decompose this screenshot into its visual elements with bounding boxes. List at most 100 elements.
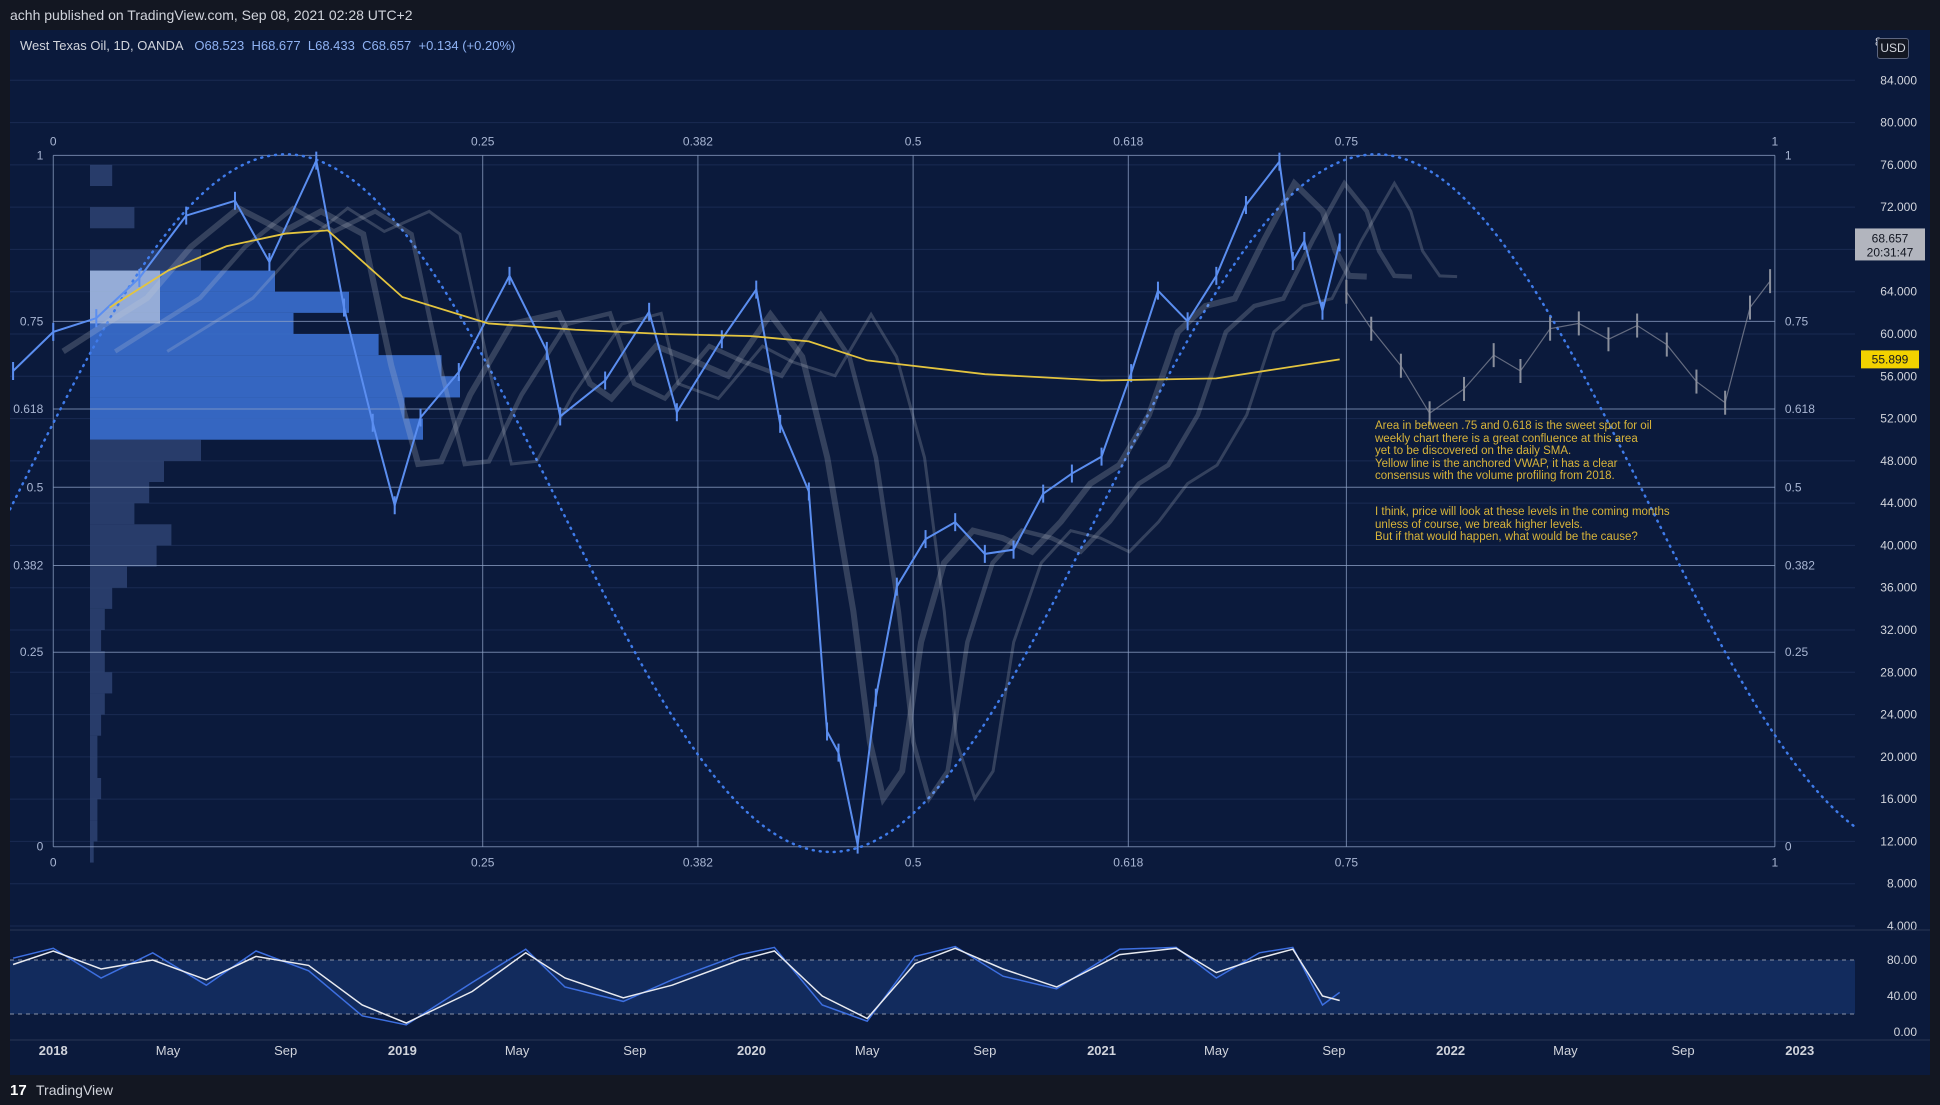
price-axis-tick: 52.000 <box>1880 412 1917 426</box>
time-axis-tick: 2021 <box>1087 1043 1116 1058</box>
fib-level-label-right: 0.5 <box>1785 480 1802 494</box>
fib-time-label-bottom: 0 <box>50 856 57 870</box>
fib-time-label-top: 0 <box>50 134 57 148</box>
stochastic-k-line <box>12 945 1341 1026</box>
volume-profile-bar <box>90 651 105 673</box>
symbol-name[interactable]: West Texas Oil, 1D, OANDA <box>20 38 184 53</box>
fib-time-label-top: 1 <box>1772 134 1779 148</box>
fib-time-label-bottom: 0.382 <box>683 856 713 870</box>
volume-profile-bar <box>90 714 102 736</box>
time-axis-tick: 2023 <box>1785 1043 1814 1058</box>
volume-profile-bar <box>90 608 105 630</box>
fib-time-label-top: 0.25 <box>471 134 495 148</box>
close-value: C68.657 <box>362 38 412 53</box>
brand-text[interactable]: TradingView <box>36 1082 114 1098</box>
countdown-label: 20:31:47 <box>1867 245 1914 259</box>
price-axis-tick: 48.000 <box>1880 454 1917 468</box>
time-axis-tick: Sep <box>274 1043 297 1058</box>
price-axis-tick: 4.000 <box>1887 919 1917 933</box>
price-axis-tick: 28.000 <box>1880 665 1917 679</box>
fib-time-label-top: 0.618 <box>1113 134 1143 148</box>
fib-level-label-right: 0.75 <box>1785 314 1809 328</box>
volume-profile-bar <box>90 207 135 229</box>
price-axis-tick: 72.000 <box>1880 200 1917 214</box>
fib-time-label-top: 0.382 <box>683 134 713 148</box>
high-value: H68.677 <box>251 38 301 53</box>
fib-time-label-top: 0.75 <box>1335 134 1359 148</box>
price-axis-tick: 84.000 <box>1880 73 1917 87</box>
price-axis-tick: 56.000 <box>1880 369 1917 383</box>
volume-profile-bar <box>90 503 135 525</box>
fib-level-label-left: 0.618 <box>13 402 43 416</box>
projection-line <box>1345 280 1771 415</box>
volume-profile-bar <box>90 841 94 863</box>
ma-ribbon <box>166 180 1458 803</box>
time-axis-tick: May <box>156 1043 181 1058</box>
volume-profile-bar <box>90 376 460 398</box>
price-axis-tick: 64.000 <box>1880 285 1917 299</box>
time-axis-tick: May <box>1204 1043 1229 1058</box>
time-axis-tick: Sep <box>1671 1043 1694 1058</box>
volume-profile-bar <box>90 334 379 356</box>
annotation-note-1: Area in between .75 and 0.618 is the swe… <box>1375 420 1652 483</box>
time-axis-tick: 2022 <box>1436 1043 1465 1058</box>
volume-profile-bar <box>90 418 423 440</box>
price-axis-tick: 32.000 <box>1880 623 1917 637</box>
fib-time-label-bottom: 0.5 <box>905 856 922 870</box>
chart-frame[interactable]: 1 1 0.75 0.75 0.618 0.618 0.5 0.5 0.382 0.382 0.25… <box>10 30 1930 1075</box>
publisher-bar: achh published on TradingView.com, Sep 0… <box>0 0 1940 30</box>
fib-level-label-right: 1 <box>1785 148 1792 162</box>
price-axis-background <box>1855 30 1930 1075</box>
volume-profile-bar <box>90 355 442 377</box>
volume-profile-bar <box>90 482 150 504</box>
time-axis-tick: May <box>855 1043 880 1058</box>
volume-profile-bar <box>90 439 201 461</box>
volume-profile-bar <box>90 164 113 186</box>
volume-profile-bar <box>90 524 172 546</box>
footer-bar: 17 TradingView <box>0 1075 1940 1105</box>
change-value: +0.134 (+0.20%) <box>418 38 516 53</box>
stochastic-axis-tick: 80.00 <box>1887 953 1917 967</box>
time-axis-tick: May <box>505 1043 530 1058</box>
chart-canvas[interactable]: 1 1 0.75 0.75 0.618 0.618 0.5 0.5 0.382 0.382 0.25… <box>10 30 1930 1075</box>
price-axis-tick: 44.000 <box>1880 496 1917 510</box>
volume-profile-bar <box>90 756 98 778</box>
price-series-line <box>12 157 1341 845</box>
last-price-tag <box>1855 228 1925 261</box>
fib-level-label-right: 0.25 <box>1785 645 1809 659</box>
vwap-price-tag <box>1861 350 1919 369</box>
fib-level-label-left: 0.25 <box>20 645 44 659</box>
price-axis-tick: 60.000 <box>1880 327 1917 341</box>
fib-level-label-right: 0.618 <box>1785 402 1815 416</box>
volume-profile-bar <box>90 630 102 652</box>
stochastic-axis-tick: 0.00 <box>1894 1025 1918 1039</box>
currency-button[interactable]: USD <box>1877 38 1909 59</box>
volume-profile-bar <box>90 672 113 694</box>
fib-level-label-left: 0 <box>37 840 44 854</box>
tradingview-logo-icon[interactable]: 17 <box>10 1082 27 1099</box>
time-axis-tick: Sep <box>623 1043 646 1058</box>
time-axis-tick: Sep <box>973 1043 996 1058</box>
fib-time-label-bottom: 0.25 <box>471 856 495 870</box>
symbol-legend: West Texas Oil, 1D, OANDA O68.523 H68.67… <box>20 38 515 53</box>
volume-profile-bar <box>90 587 113 609</box>
volume-profile-bar <box>90 397 405 419</box>
stochastic-axis-tick: 40.00 <box>1887 989 1917 1003</box>
volume-profile-bar <box>90 799 98 821</box>
fib-time-label-top: 0.5 <box>905 134 922 148</box>
fib-time-label-bottom: 0.618 <box>1113 856 1143 870</box>
vwap-price-label: 55.899 <box>1872 352 1909 366</box>
low-value: L68.433 <box>307 38 355 53</box>
volume-profile-bar <box>90 566 127 588</box>
open-value: O68.523 <box>194 38 245 53</box>
fib-time-label-bottom: 0.75 <box>1335 856 1359 870</box>
time-axis-tick: 2018 <box>39 1043 68 1058</box>
price-axis-tick: 40.000 <box>1880 538 1917 552</box>
price-axis-tick: 36.000 <box>1880 581 1917 595</box>
volume-profile-bar <box>90 249 201 271</box>
volume-profile-bar <box>90 545 157 567</box>
volume-profile-bar <box>90 735 98 757</box>
last-price-label: 68.657 <box>1872 231 1909 245</box>
time-axis-tick: Sep <box>1322 1043 1345 1058</box>
annotation-note-2: I think, price will look at these levels… <box>1375 506 1670 544</box>
